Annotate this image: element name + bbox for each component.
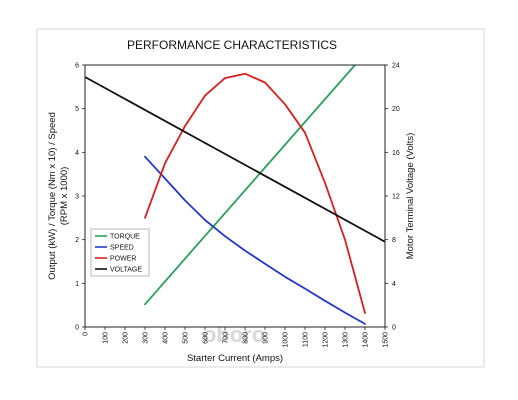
- x-tick-label: 700: [223, 332, 230, 344]
- y2-tick-label: 12: [392, 194, 400, 201]
- x-tick-label: 1500: [383, 332, 390, 348]
- x-tick-label: 800: [243, 332, 250, 344]
- y2-tick-label: 20: [392, 106, 400, 113]
- x-tick-label: 400: [163, 332, 170, 344]
- x-tick-label: 500: [183, 332, 190, 344]
- legend-label-power: POWER: [110, 256, 136, 263]
- x-tick-label: 200: [123, 332, 130, 344]
- chart-title: PERFORMANCE CHARACTERISTICS: [127, 38, 337, 52]
- series-line-power: [144, 72, 366, 314]
- legend-box: [90, 228, 150, 277]
- y-tick-label: 3: [75, 194, 79, 201]
- legend-label-speed: SPEED: [110, 245, 134, 252]
- x-tick-label: 900: [263, 332, 270, 344]
- y-tick-label: 4: [75, 150, 79, 157]
- y2-tick-label: 0: [392, 325, 396, 332]
- y2-tick-label: 16: [392, 150, 400, 157]
- legend-label-voltage: VOLTAGE: [110, 267, 142, 274]
- y-axis-left: 0 1 2 3 4 5 6: [75, 63, 85, 332]
- y-tick-label: 2: [75, 237, 79, 244]
- series-line-torque: [144, 65, 356, 306]
- x-tick-label: 300: [143, 332, 150, 344]
- series-layer: [85, 65, 385, 325]
- series-line-voltage: [85, 76, 385, 243]
- x-axis: 0 100 200 300 400 500 600 700 800 900 1000 1100 1200…: [83, 327, 390, 348]
- y-tick-label: 6: [75, 63, 79, 70]
- x-axis-title: Starter Current (Amps): [187, 353, 283, 364]
- x-tick-label: 1400: [363, 332, 370, 348]
- x-tick-label: 1100: [303, 332, 310, 347]
- y-tick-label: 5: [75, 106, 79, 113]
- y-tick-label: 0: [75, 325, 79, 332]
- x-tick-label: 1200: [323, 332, 330, 348]
- figure-border: [36, 28, 485, 368]
- y-axis-title-line-1: Output (kW) / Torque (Nm x 10) / Speed: [47, 112, 58, 280]
- x-tick-label: 1300: [343, 332, 350, 348]
- y2-axis-title: Motor Terminal Voltage (Volts): [405, 133, 416, 260]
- watermark: oboro: [203, 322, 265, 347]
- legend: TORQUE SPEED POWER VOLTAGE: [90, 228, 150, 277]
- series-line-speed: [144, 155, 366, 325]
- x-tick-label: 100: [103, 332, 110, 344]
- x-tick-label: 600: [203, 332, 210, 344]
- x-tick-label: 0: [83, 332, 90, 336]
- y-tick-label: 1: [75, 281, 79, 288]
- y2-tick-label: 8: [392, 237, 396, 244]
- y-axis-right: 0 4 8 12 16 20 24: [385, 63, 400, 332]
- x-tick-label: 1000: [283, 332, 290, 348]
- y-axis-title-line-2: (RPM x 1000): [59, 167, 70, 226]
- y2-tick-label: 24: [392, 63, 400, 70]
- legend-label-torque: TORQUE: [110, 234, 140, 241]
- y2-tick-label: 4: [392, 281, 396, 288]
